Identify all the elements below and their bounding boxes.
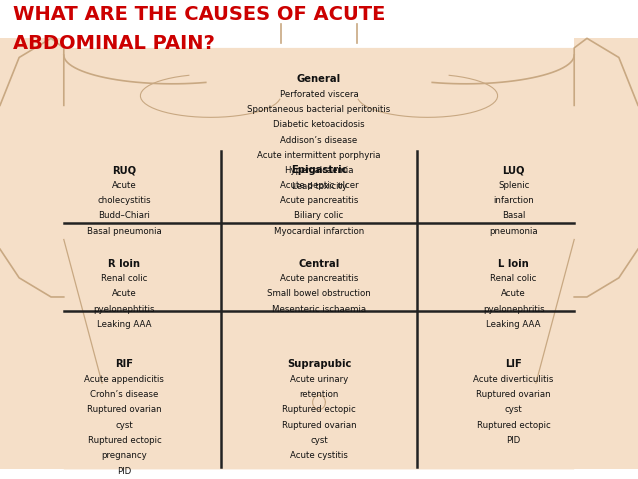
Text: Renal colic: Renal colic [491, 274, 537, 283]
Text: Perforated viscera: Perforated viscera [279, 90, 359, 99]
Text: Crohn’s disease: Crohn’s disease [90, 390, 159, 399]
Polygon shape [574, 38, 638, 469]
Text: Acute pancreatitis: Acute pancreatitis [280, 274, 358, 283]
Text: Addison’s disease: Addison’s disease [280, 136, 358, 145]
Text: Diabetic ketoacidosis: Diabetic ketoacidosis [273, 120, 365, 129]
Text: infarction: infarction [493, 196, 534, 205]
Text: pyelonephtitis: pyelonephtitis [94, 305, 155, 314]
Text: LIF: LIF [505, 359, 522, 369]
Text: Epigastric: Epigastric [291, 165, 347, 175]
Text: R loin: R loin [108, 259, 140, 269]
Text: PID: PID [507, 436, 521, 445]
Text: Acute intermittent porphyria: Acute intermittent porphyria [257, 151, 381, 160]
Text: Suprapubic: Suprapubic [287, 359, 351, 369]
Text: Acute: Acute [112, 181, 137, 190]
Text: pyelonephritis: pyelonephritis [483, 305, 544, 314]
Text: Acute: Acute [112, 289, 137, 298]
Text: Ruptured ectopic: Ruptured ectopic [87, 436, 161, 445]
Text: RIF: RIF [115, 359, 133, 369]
Text: Central: Central [299, 259, 339, 269]
Text: L loin: L loin [498, 259, 529, 269]
Text: Acute: Acute [501, 289, 526, 298]
Text: ABDOMINAL PAIN?: ABDOMINAL PAIN? [13, 34, 214, 53]
Text: Spontaneous bacterial peritonitis: Spontaneous bacterial peritonitis [248, 105, 390, 114]
Text: Ruptured ovarian: Ruptured ovarian [87, 405, 161, 414]
Text: Ruptured ectopic: Ruptured ectopic [477, 421, 551, 430]
Text: cyst: cyst [115, 421, 133, 430]
Text: WHAT ARE THE CAUSES OF ACUTE: WHAT ARE THE CAUSES OF ACUTE [13, 5, 385, 24]
Text: Acute pancreatitis: Acute pancreatitis [280, 196, 358, 205]
Text: Acute peptic ulcer: Acute peptic ulcer [279, 181, 359, 190]
Text: Small bowel obstruction: Small bowel obstruction [267, 289, 371, 298]
Text: Ruptured ectopic: Ruptured ectopic [282, 405, 356, 414]
FancyBboxPatch shape [64, 48, 574, 469]
Text: Biliary colic: Biliary colic [294, 211, 344, 220]
Polygon shape [0, 38, 64, 469]
Text: Renal colic: Renal colic [101, 274, 147, 283]
Text: Basal: Basal [502, 211, 525, 220]
Text: Myocardial infarction: Myocardial infarction [274, 227, 364, 236]
Text: Acute diverticulitis: Acute diverticulitis [473, 375, 554, 384]
Text: Leaking AAA: Leaking AAA [97, 320, 152, 329]
Text: Leaking AAA: Leaking AAA [486, 320, 541, 329]
Text: Ruptured ovarian: Ruptured ovarian [477, 390, 551, 399]
Text: Hypercalcaemia: Hypercalcaemia [285, 166, 353, 175]
Text: Ruptured ovarian: Ruptured ovarian [282, 421, 356, 430]
Text: cyst: cyst [310, 436, 328, 445]
Text: pneumonia: pneumonia [489, 227, 538, 236]
Text: cyst: cyst [505, 405, 523, 414]
Text: pregnancy: pregnancy [101, 451, 147, 460]
Text: Acute cystitis: Acute cystitis [290, 451, 348, 460]
Text: Basal pneumonia: Basal pneumonia [87, 227, 162, 236]
Text: cholecystitis: cholecystitis [98, 196, 151, 205]
Text: LUQ: LUQ [502, 165, 525, 175]
Text: General: General [297, 74, 341, 84]
Text: PID: PID [117, 467, 131, 476]
Text: retention: retention [299, 390, 339, 399]
Text: Acute appendicitis: Acute appendicitis [84, 375, 165, 384]
Text: Mesenteric ischaemia: Mesenteric ischaemia [272, 305, 366, 314]
Text: RUQ: RUQ [112, 165, 137, 175]
Text: Lead toxicity: Lead toxicity [292, 182, 346, 191]
Text: Budd–Chiari: Budd–Chiari [98, 211, 151, 220]
Text: Acute urinary: Acute urinary [290, 375, 348, 384]
Text: Splenic: Splenic [498, 181, 530, 190]
